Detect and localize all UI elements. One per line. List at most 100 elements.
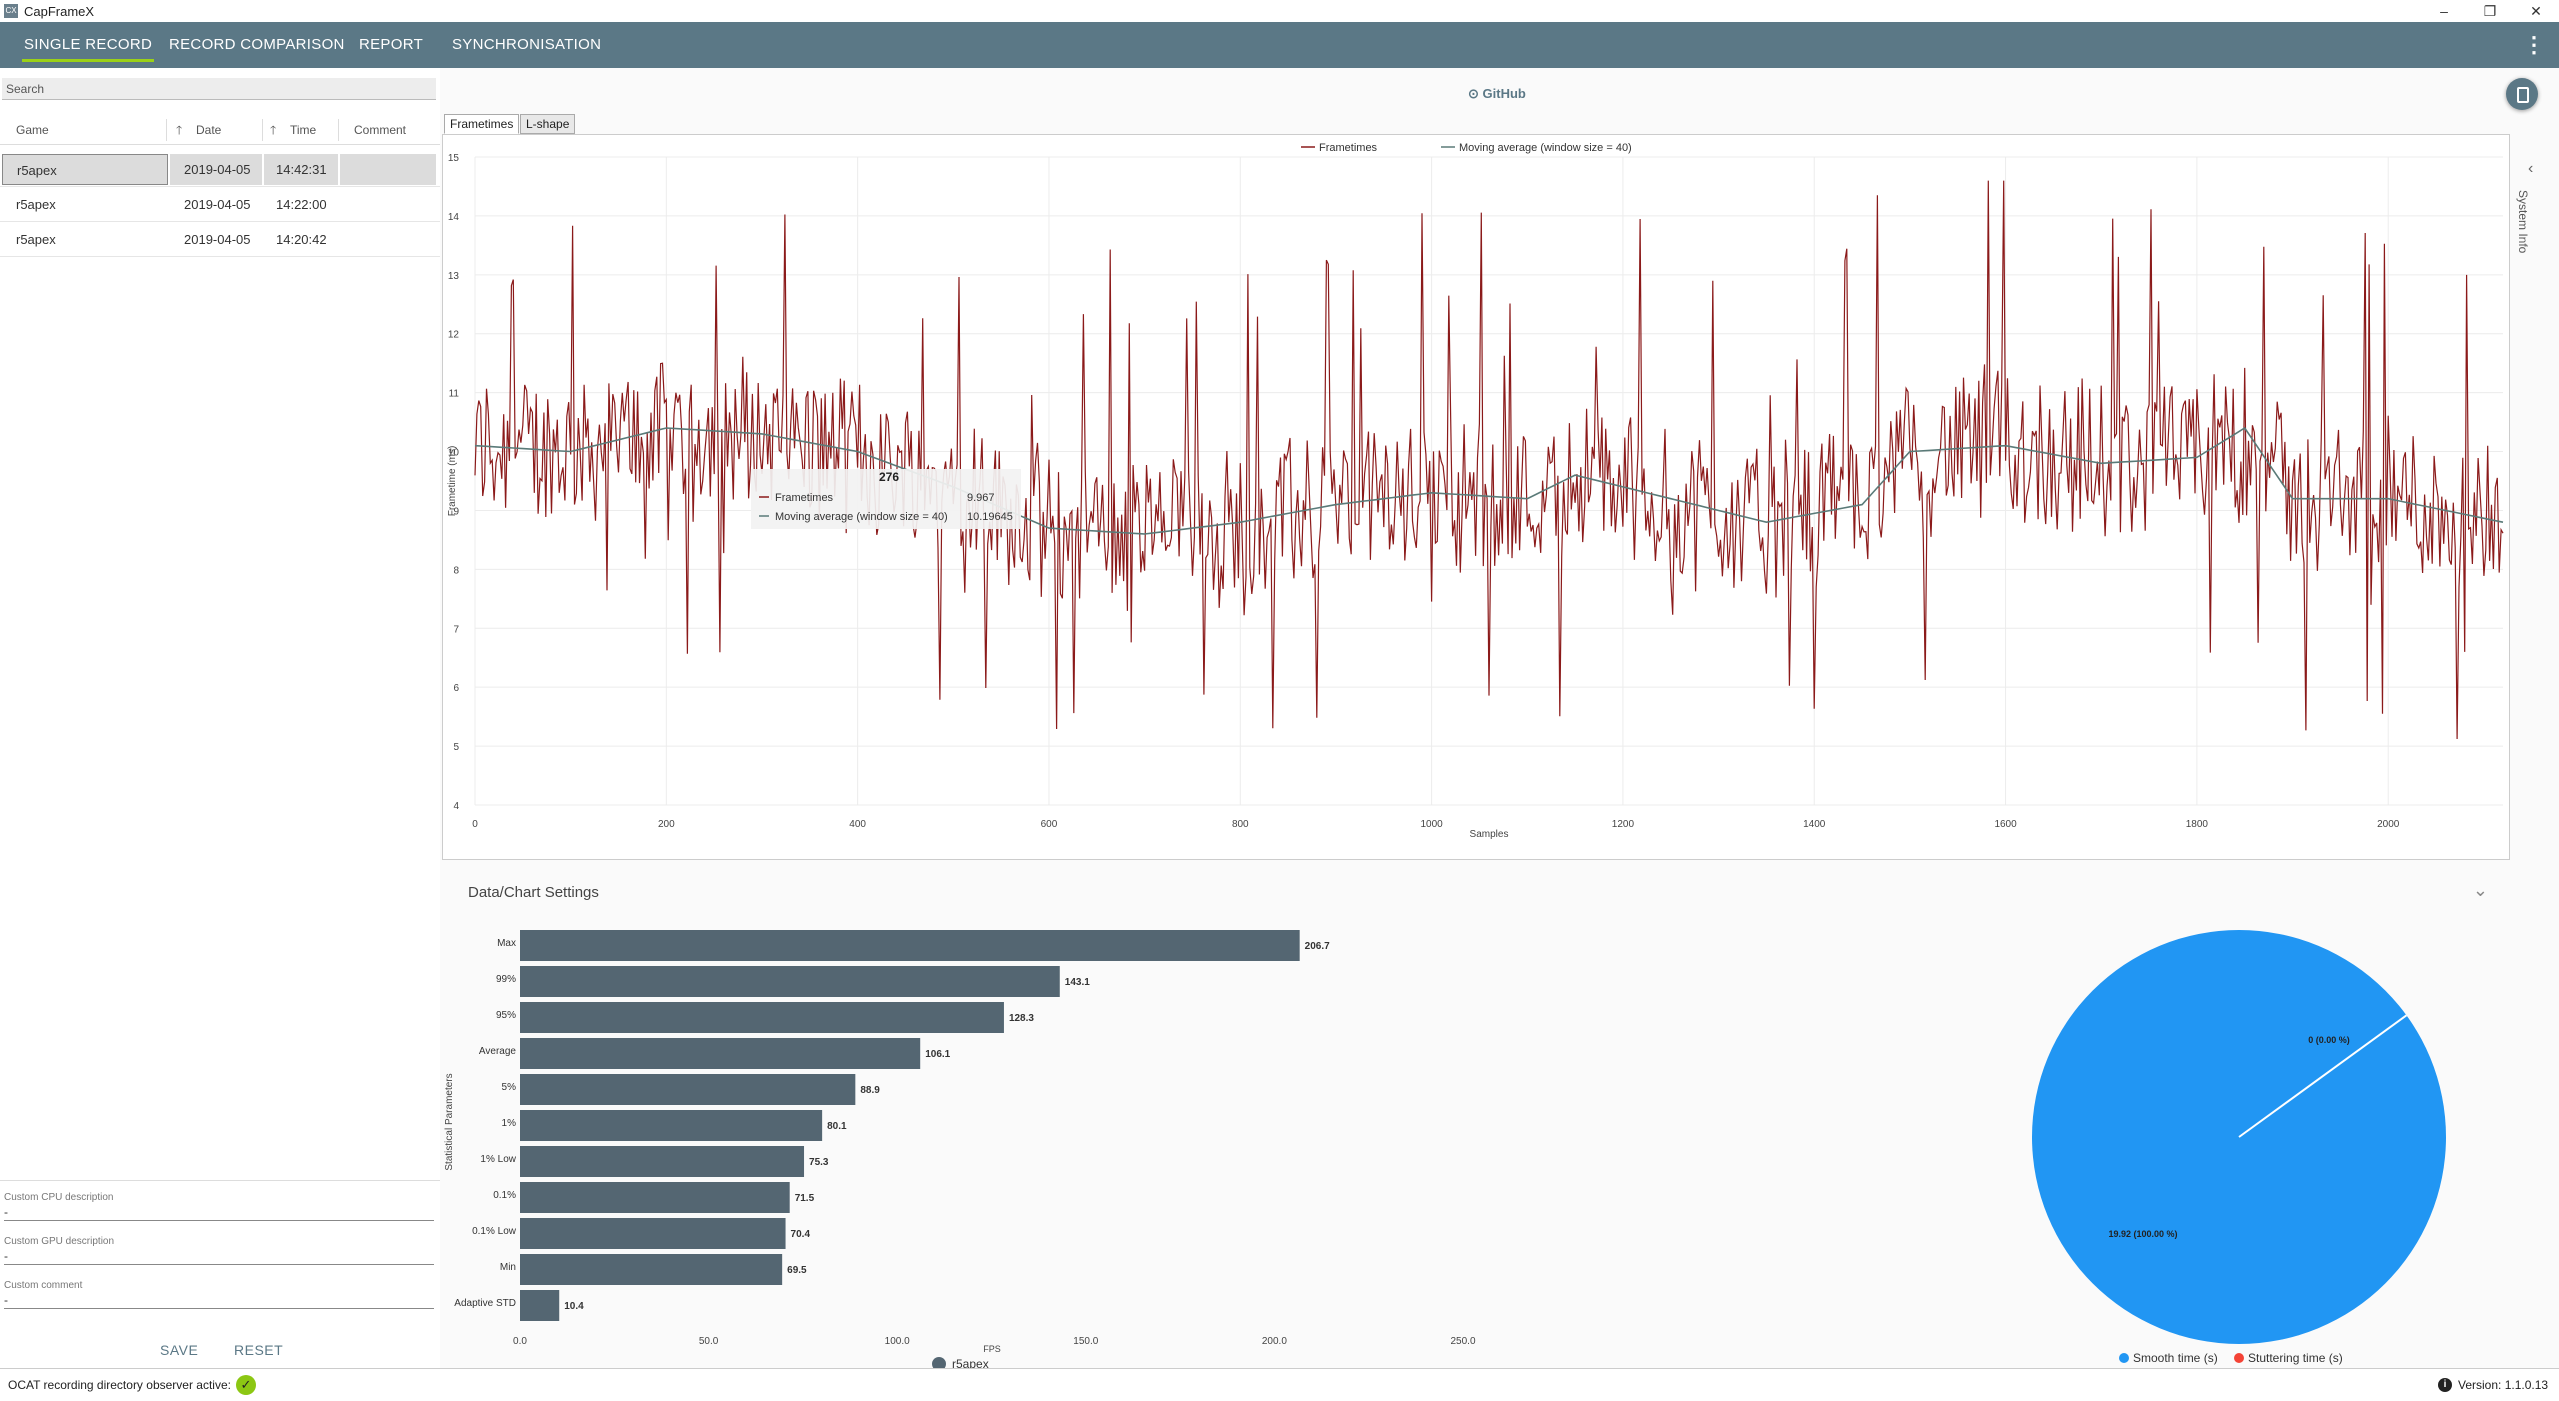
search-input[interactable] bbox=[2, 78, 436, 100]
tab-single-record[interactable]: SINGLE RECORD bbox=[21, 22, 155, 68]
bar-x-tick-label: 250.0 bbox=[1450, 1336, 1475, 1347]
restore-button[interactable]: ❐ bbox=[2483, 3, 2497, 19]
minimize-button[interactable]: – bbox=[2440, 3, 2448, 19]
tooltip-box bbox=[751, 469, 1021, 529]
sort-time-icon[interactable]: 🡑 bbox=[270, 123, 277, 137]
tab-frametimes[interactable]: Frametimes bbox=[444, 114, 520, 134]
bar-category-label: 0.1% bbox=[493, 1190, 516, 1201]
x-tick-label: 200 bbox=[658, 819, 675, 830]
column-comment[interactable]: Comment bbox=[354, 123, 407, 137]
stat-bar bbox=[520, 1110, 823, 1141]
chevron-down-icon[interactable]: ⌄ bbox=[2472, 880, 2488, 900]
x-tick-label: 800 bbox=[1232, 819, 1249, 830]
legend-label: Moving average (window size = 40) bbox=[1459, 142, 1632, 154]
save-button[interactable]: SAVE bbox=[160, 1342, 199, 1358]
record-date: 2019-04-05 bbox=[170, 154, 262, 185]
record-time: 14:22:00 bbox=[276, 197, 327, 212]
frametimes-chart: 4 5 6 7 8 9 10 11 12 13 14 15 0 200 400 600 800 1000 1200 1… bbox=[442, 134, 2510, 860]
bar-category-label: 95% bbox=[496, 1010, 516, 1021]
bar-legend-label: r5apex bbox=[952, 1357, 989, 1368]
tab-report[interactable]: REPORT bbox=[359, 36, 424, 53]
pie-legend-swatch bbox=[2119, 1353, 2129, 1363]
custom-comment-input[interactable]: - bbox=[4, 1294, 434, 1309]
reset-button[interactable]: RESET bbox=[234, 1342, 284, 1358]
bar-value-label: 71.5 bbox=[795, 1193, 815, 1204]
column-game[interactable]: Game bbox=[16, 123, 49, 137]
record-time: 14:42:31 bbox=[264, 154, 338, 185]
y-tick-label: 12 bbox=[448, 330, 460, 341]
record-game: r5apex bbox=[16, 197, 56, 212]
records-panel: Game 🡑 Date 🡑 Time Comment r5apex 2019-0… bbox=[0, 68, 440, 1368]
bar-category-label: 5% bbox=[502, 1082, 517, 1093]
pie-slice-label: 19.92 (100.00 %) bbox=[2108, 1229, 2177, 1239]
main-nav: SINGLE RECORD RECORD COMPARISON REPORT S… bbox=[0, 22, 2559, 68]
app-logo-icon: CX bbox=[4, 4, 18, 18]
window-title: CapFrameX bbox=[24, 3, 95, 19]
custom-comment-field[interactable]: Custom comment - bbox=[4, 1280, 434, 1309]
title-bar: CX CapFrameX – ❐ ✕ bbox=[0, 0, 2559, 22]
chart-tooltip: 276 Frametimes 9.967 Moving average (window… bbox=[751, 469, 1021, 529]
stat-bar bbox=[520, 966, 1060, 997]
statistics-bar-chart: Max 206.7 99% 143.1 95% 128.3 Average 106.1 5% 88… bbox=[444, 930, 1476, 1368]
version-label: Version: 1.1.0.13 bbox=[2458, 1378, 2549, 1392]
observer-status-text: OCAT recording directory observer active… bbox=[8, 1378, 231, 1392]
record-row[interactable]: r5apex 2019-04-05 14:42:31 bbox=[0, 153, 440, 187]
y-tick-label: 13 bbox=[448, 271, 460, 282]
close-button[interactable]: ✕ bbox=[2530, 3, 2542, 19]
y-tick-label: 8 bbox=[453, 565, 459, 576]
bar-value-label: 106.1 bbox=[925, 1049, 950, 1060]
bar-category-label: Average bbox=[479, 1046, 517, 1057]
x-tick-label: 0 bbox=[472, 819, 478, 830]
bar-x-tick-label: 50.0 bbox=[699, 1336, 719, 1347]
tooltip-value: 9.967 bbox=[967, 492, 995, 504]
x-axis-label: Samples bbox=[1470, 829, 1509, 840]
custom-gpu-label: Custom GPU description bbox=[4, 1236, 115, 1247]
y-tick-label: 10 bbox=[448, 448, 460, 459]
capture-service-button[interactable] bbox=[2506, 78, 2538, 110]
status-bar: OCAT recording directory observer active… bbox=[0, 1368, 2559, 1401]
record-row[interactable]: r5apex 2019-04-05 14:22:00 bbox=[0, 188, 440, 222]
bar-category-label: Min bbox=[500, 1262, 516, 1273]
custom-gpu-field[interactable]: Custom GPU description - bbox=[4, 1236, 434, 1265]
tooltip-header: 276 bbox=[879, 470, 899, 484]
record-time: 14:20:42 bbox=[276, 232, 327, 247]
custom-cpu-input[interactable]: - bbox=[4, 1206, 434, 1221]
system-info-label[interactable]: System Info bbox=[2516, 190, 2530, 254]
x-tick-label: 2000 bbox=[2377, 819, 2400, 830]
bar-category-label: Adaptive STD bbox=[454, 1298, 516, 1309]
record-comment[interactable] bbox=[340, 224, 436, 255]
custom-gpu-input[interactable]: - bbox=[4, 1250, 434, 1265]
github-link[interactable]: ⊙ GitHub bbox=[1468, 86, 1526, 102]
x-tick-label: 1800 bbox=[2186, 819, 2209, 830]
record-comment[interactable] bbox=[340, 189, 436, 220]
custom-cpu-field[interactable]: Custom CPU description - bbox=[4, 1192, 434, 1221]
tab-record-comparison[interactable]: RECORD COMPARISON bbox=[169, 36, 345, 53]
stat-bar bbox=[520, 1038, 921, 1069]
tooltip-value: 10.19645 bbox=[967, 511, 1013, 523]
record-comment[interactable] bbox=[340, 154, 436, 185]
settings-title: Data/Chart Settings bbox=[468, 884, 599, 901]
data-chart-settings-expander[interactable]: Data/Chart Settings ⌄ bbox=[442, 872, 2510, 912]
sort-date-icon[interactable]: 🡑 bbox=[176, 123, 183, 137]
pie-legend-swatch bbox=[2234, 1353, 2244, 1363]
more-menu-icon[interactable]: ⋮ bbox=[2523, 32, 2545, 57]
moving-average-line bbox=[474, 426, 2504, 535]
bar-value-label: 69.5 bbox=[787, 1265, 807, 1276]
y-tick-label: 11 bbox=[449, 389, 460, 400]
legend-label: Frametimes bbox=[1319, 142, 1378, 154]
tab-l-shape[interactable]: L-shape bbox=[520, 114, 576, 134]
pie-slice-divider bbox=[2238, 1014, 2408, 1138]
chevron-left-icon[interactable]: ‹ bbox=[2528, 160, 2534, 177]
stutter-pie-chart: 0 (0.00 %) 19.92 (100.00 %) Smooth time (s… bbox=[2032, 930, 2446, 1365]
record-date: 2019-04-05 bbox=[184, 197, 251, 212]
record-row[interactable]: r5apex 2019-04-05 14:20:42 bbox=[0, 223, 440, 257]
column-date[interactable]: Date bbox=[196, 123, 222, 137]
x-tick-label: 1200 bbox=[1612, 819, 1635, 830]
y-tick-label: 14 bbox=[448, 212, 460, 223]
column-time[interactable]: Time bbox=[290, 123, 317, 137]
tab-synchronisation[interactable]: SYNCHRONISATION bbox=[452, 36, 602, 53]
stat-bar bbox=[520, 1254, 783, 1285]
y-tick-label: 15 bbox=[448, 153, 460, 164]
bar-y-axis-label: Statistical Parameters bbox=[444, 1073, 455, 1170]
stat-bar bbox=[520, 1002, 1004, 1033]
